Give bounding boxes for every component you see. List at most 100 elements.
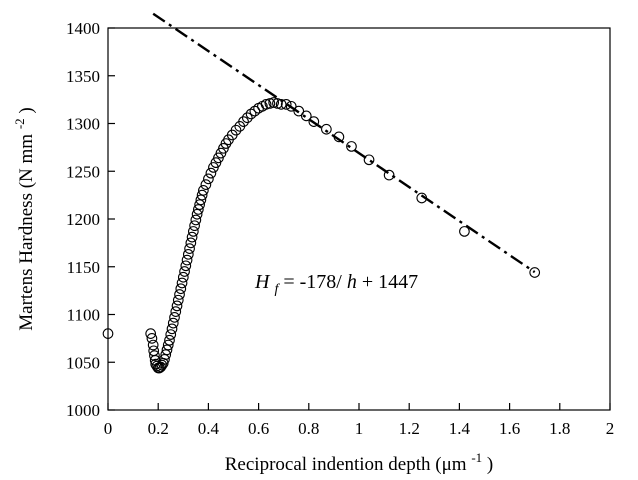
data-point: [195, 194, 207, 206]
x-tick-label: 1.2: [399, 419, 420, 438]
data-point: [184, 243, 195, 254]
data-point: [164, 334, 175, 346]
y-axis-tick-labels: 1000 1050 1100 1150 1200 1250 1300 1350 1400: [66, 19, 100, 420]
data-point: [149, 350, 160, 361]
y-tick-label: 1000: [66, 401, 100, 420]
y-axis-title-main: Martens Hardness (N mm: [16, 134, 37, 331]
x-tick-label: 1.6: [499, 419, 520, 438]
data-point: [174, 289, 185, 300]
data-point: [146, 333, 158, 344]
y-axis-title: Martens Hardness (N mm -2 ): [8, 107, 37, 331]
data-point: [280, 99, 292, 110]
data-point: [249, 105, 261, 117]
data-point: [230, 124, 242, 136]
y-tick-label: 1150: [67, 258, 100, 277]
data-point: [151, 360, 163, 372]
data-point: [200, 179, 212, 190]
data-point: [293, 105, 305, 117]
data-point: [156, 359, 168, 371]
data-point: [159, 354, 170, 365]
data-point: [272, 98, 283, 109]
data-point: [268, 97, 280, 108]
data-point: [241, 112, 253, 124]
data-point: [145, 328, 157, 339]
data-point: [529, 267, 541, 278]
plot-frame: [107, 27, 611, 411]
x-tick-label: 0: [104, 419, 113, 438]
data-point: [169, 312, 180, 323]
fit-equation: H f = -178/ h + 1447: [254, 271, 418, 298]
equation-variable-h: H: [254, 271, 271, 293]
x-axis-ticks: [107, 403, 611, 410]
data-point: [185, 237, 197, 249]
x-tick-label: 2: [606, 419, 615, 438]
data-point: [175, 283, 187, 295]
data-point: [194, 199, 205, 211]
data-point: [181, 254, 193, 266]
equation-rest: + 1447: [362, 271, 418, 293]
equation-subscript-f: f: [274, 282, 280, 297]
data-point: [321, 123, 332, 135]
data-point: [161, 344, 173, 356]
data-point: [166, 323, 178, 335]
data-point: [264, 98, 276, 109]
y-axis-ticks: [108, 27, 115, 411]
x-tick-label: 1: [355, 419, 364, 438]
data-point: [187, 226, 199, 237]
x-axis-title-main: Reciprocal indention depth (μm: [225, 454, 467, 475]
data-point: [363, 154, 375, 166]
data-point: [308, 116, 320, 127]
x-axis-title-exponent: -1: [471, 450, 482, 465]
data-point: [167, 317, 179, 329]
y-tick-label: 1300: [66, 115, 100, 134]
data-point: [416, 192, 428, 204]
data-point: [196, 189, 208, 201]
data-point: [198, 185, 209, 196]
data-point: [205, 167, 217, 179]
x-axis-title: Reciprocal indention depth (μm -1 ): [225, 446, 494, 475]
data-point: [245, 108, 257, 120]
data-point: [275, 99, 287, 110]
data-point: [333, 131, 345, 143]
data-point: [160, 349, 172, 360]
data-point: [177, 271, 189, 283]
data-point: [186, 231, 198, 243]
equation-middle: = -178/: [283, 271, 342, 293]
data-points: [102, 97, 541, 374]
data-point: [300, 110, 312, 122]
y-axis-title-tail: ): [16, 107, 37, 113]
x-tick-label: 0.8: [298, 419, 319, 438]
data-point: [182, 248, 194, 260]
data-point: [170, 306, 182, 317]
x-tick-label: 0.6: [248, 419, 269, 438]
data-point: [162, 339, 174, 351]
y-axis-title-exponent: -2: [12, 118, 27, 129]
data-point: [190, 214, 202, 226]
x-axis-title-tail: ): [487, 454, 493, 475]
data-point: [238, 116, 249, 127]
y-tick-label: 1200: [66, 210, 100, 229]
y-tick-label: 1100: [67, 306, 100, 325]
data-point: [285, 100, 297, 112]
data-point: [193, 204, 204, 215]
fit-line: [152, 12, 536, 274]
x-tick-label: 0.4: [198, 419, 220, 438]
x-tick-label: 1.4: [449, 419, 471, 438]
data-point: [165, 329, 177, 340]
data-point: [176, 277, 188, 289]
data-point: [147, 339, 159, 351]
data-point: [189, 220, 200, 232]
data-point: [459, 226, 470, 237]
y-tick-label: 1050: [66, 353, 100, 372]
x-tick-label: 0.2: [148, 419, 169, 438]
x-tick-label: 1.8: [549, 419, 570, 438]
y-tick-label: 1350: [66, 67, 100, 86]
data-point: [191, 208, 203, 220]
x-axis-tick-labels: 0 0.2 0.4 0.6 0.8 1 1.2 1.4 1.6 1.8 2: [104, 419, 615, 438]
data-point: [383, 169, 395, 181]
data-point: [260, 99, 272, 110]
data-point: [179, 266, 190, 277]
equation-variable-depth: h: [347, 271, 357, 293]
data-point: [171, 300, 183, 312]
